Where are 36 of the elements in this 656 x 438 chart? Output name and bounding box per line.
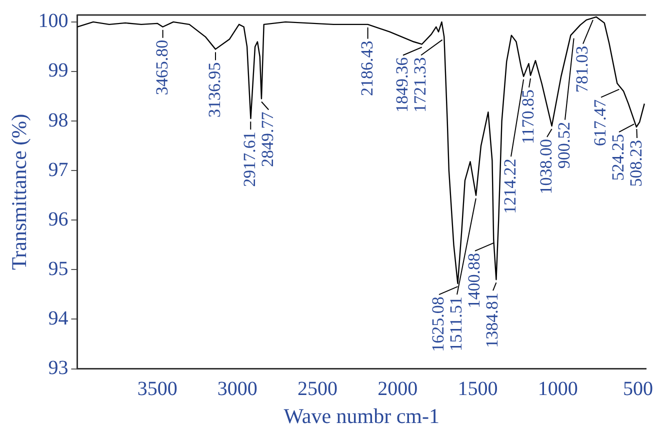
annotation: 1214.22 bbox=[500, 158, 520, 214]
y-tick-label: 96 bbox=[48, 208, 68, 230]
x-tick-label: 2500 bbox=[298, 378, 338, 400]
annotation: 617.47 bbox=[590, 98, 610, 146]
annotation: 900.52 bbox=[554, 122, 574, 169]
x-tick-label: 1000 bbox=[538, 378, 578, 400]
annotation: 3465.80 bbox=[152, 40, 172, 96]
x-tick-label: 3500 bbox=[137, 378, 178, 400]
x-tick-label: 500 bbox=[623, 378, 653, 400]
y-tick-label: 100 bbox=[38, 10, 68, 32]
annotation: 781.03 bbox=[572, 46, 592, 93]
y-tick-label: 99 bbox=[48, 60, 68, 82]
x-axis-title: Wave numbr cm-1 bbox=[284, 404, 440, 428]
y-tick-label: 95 bbox=[48, 258, 68, 280]
annotation: 1625.08 bbox=[428, 296, 448, 352]
annotation: 2849.77 bbox=[258, 111, 278, 167]
annotation: 2186.43 bbox=[357, 40, 376, 96]
y-tick-label: 97 bbox=[48, 158, 68, 181]
x-tick-label: 2000 bbox=[378, 378, 418, 400]
annotation: 1511.51 bbox=[446, 296, 466, 352]
annotation: 524.25 bbox=[608, 134, 628, 181]
annotation: 3136.95 bbox=[204, 62, 224, 118]
annotation: 1849.36 bbox=[392, 57, 412, 112]
annotation: 1038.00 bbox=[536, 138, 556, 194]
annotation: 508.23 bbox=[626, 140, 646, 187]
annotation: 1384.81 bbox=[482, 292, 502, 348]
y-axis-title: Transmittance (%) bbox=[7, 114, 32, 270]
y-tick-label: 94 bbox=[48, 308, 68, 330]
y-tick-label: 98 bbox=[48, 109, 68, 132]
y-tick-label: 93 bbox=[48, 357, 68, 380]
annotation: 1721.33 bbox=[410, 57, 430, 112]
x-tick-label: 1500 bbox=[458, 378, 498, 400]
annotation: 1400.88 bbox=[464, 252, 484, 308]
annotation: 1170.85 bbox=[518, 89, 538, 144]
annotation: 2917.61 bbox=[240, 132, 260, 187]
x-tick-label: 3000 bbox=[217, 378, 258, 400]
